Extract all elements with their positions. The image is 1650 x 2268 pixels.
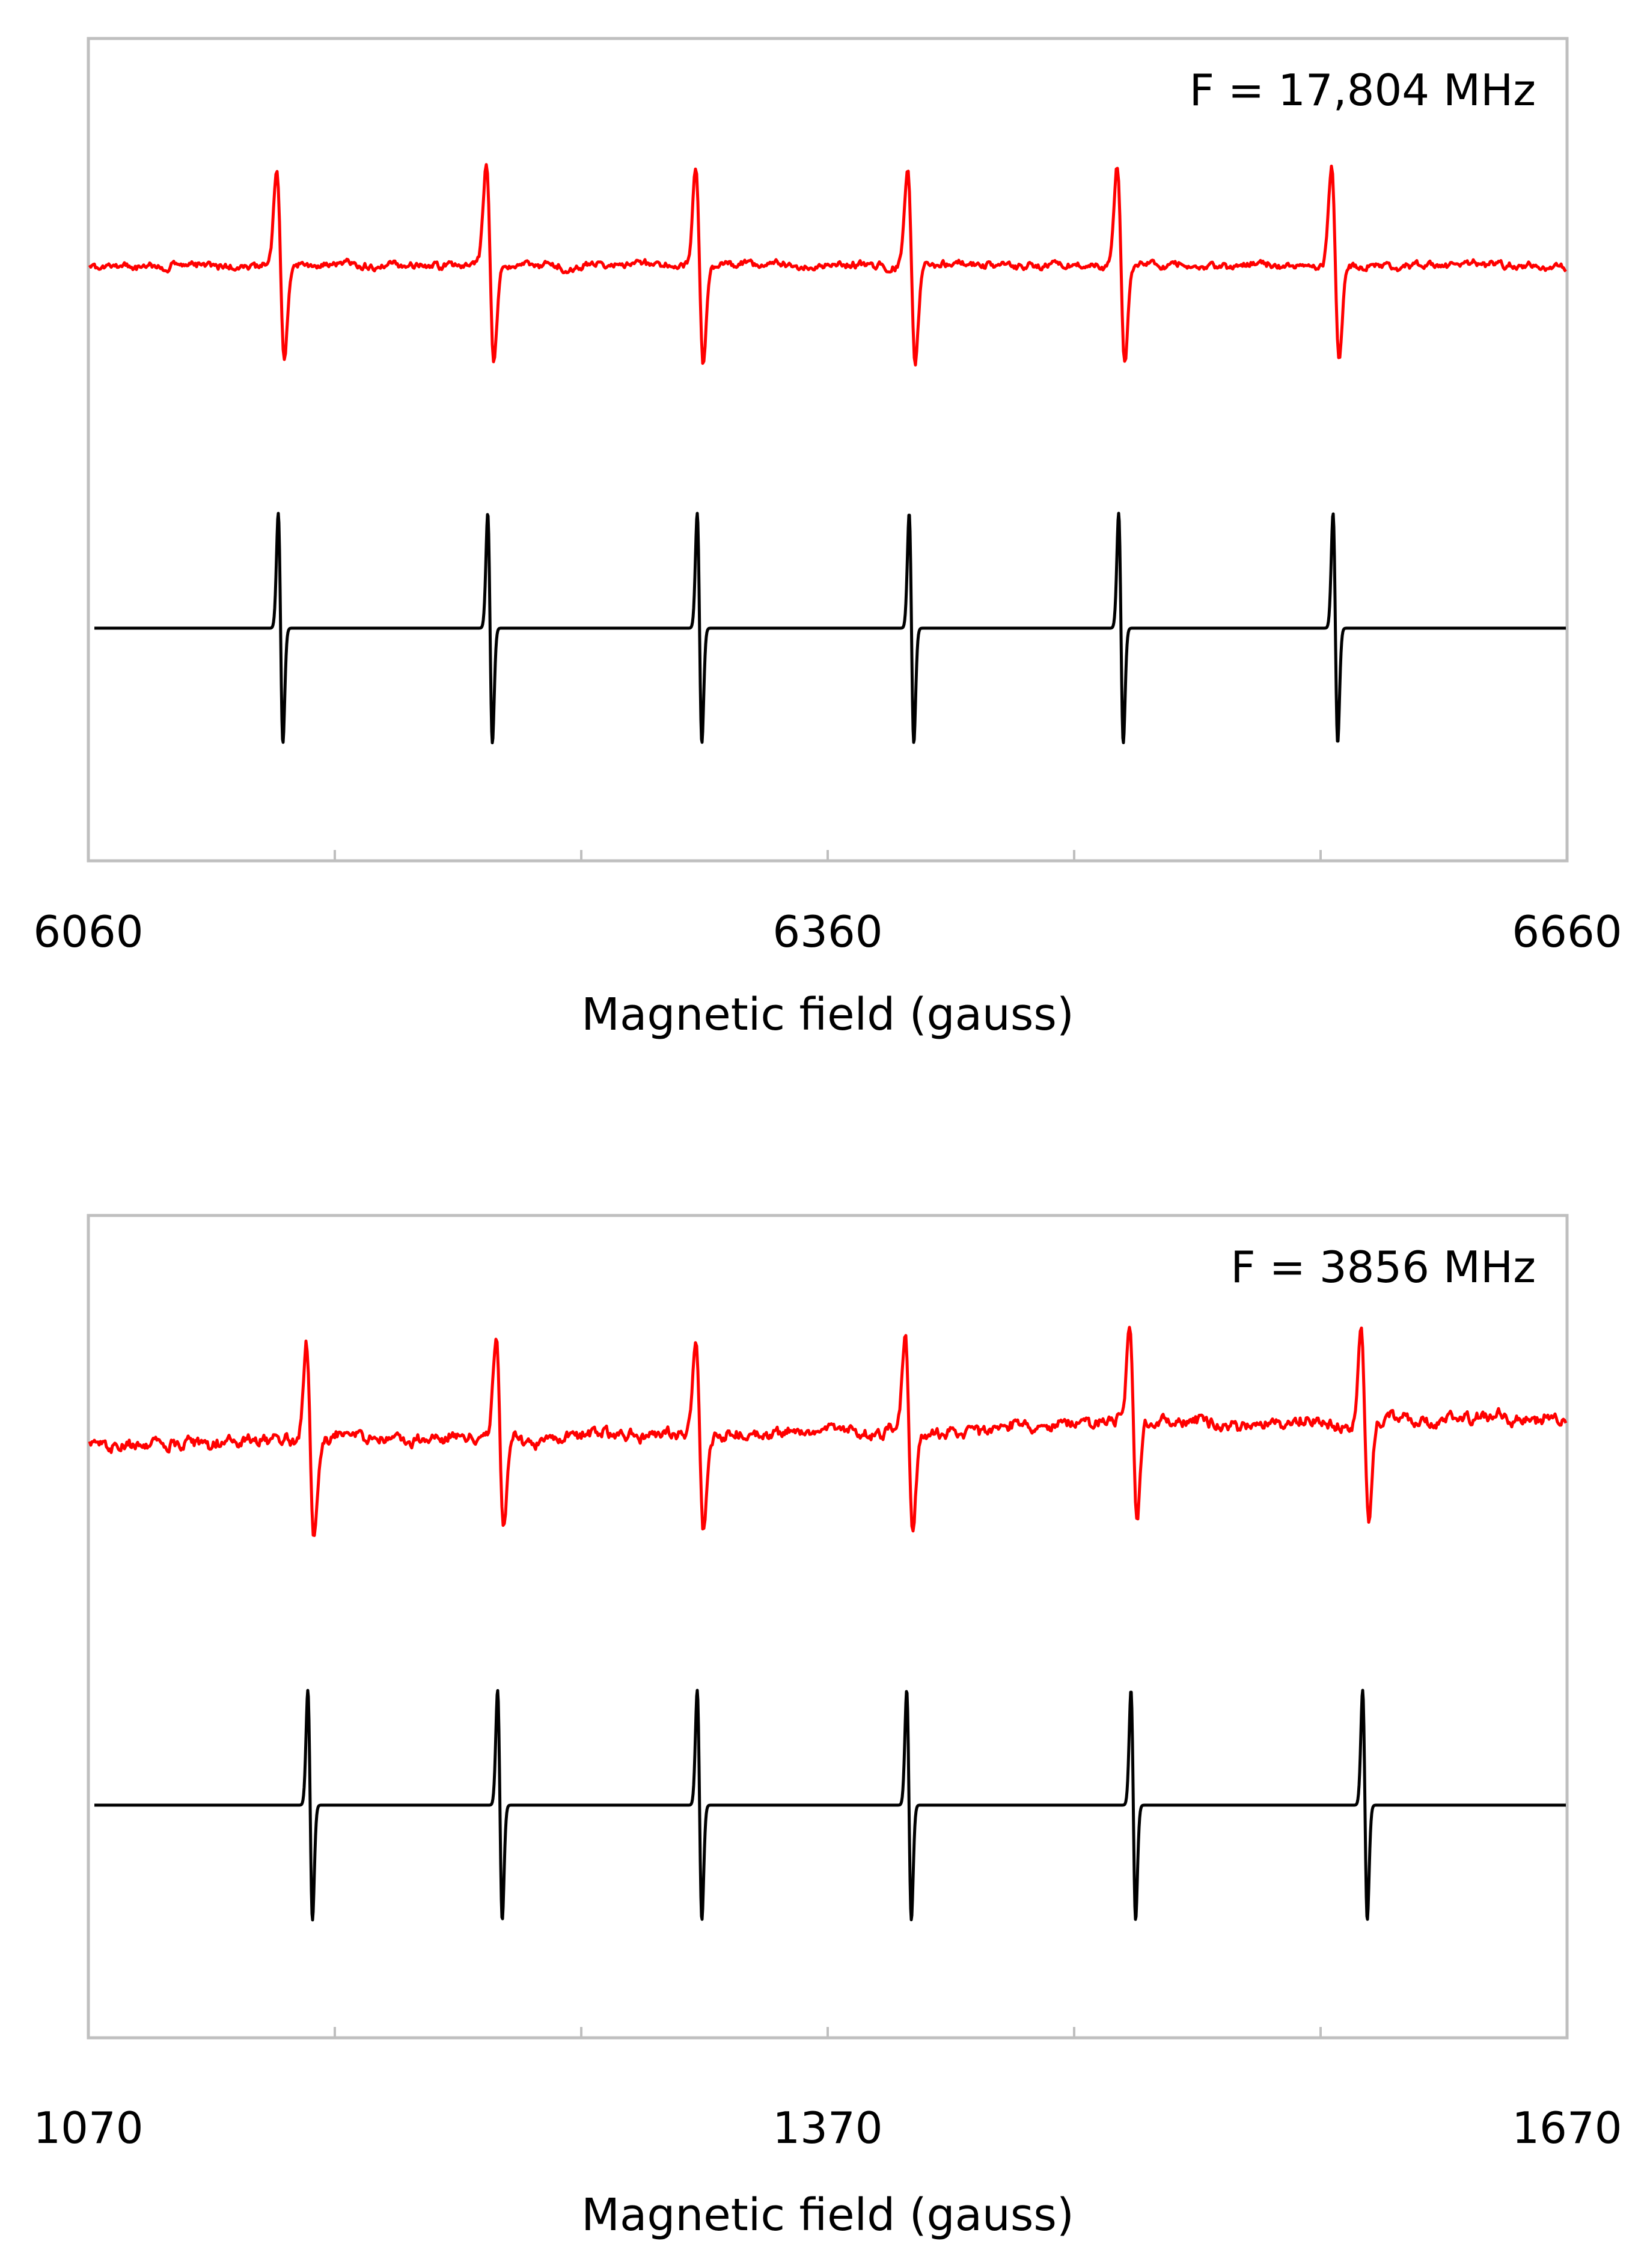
x-tick-label-6360: 6360	[772, 906, 882, 957]
x-axis-tick-labels: 6060 6360 6660	[33, 906, 1622, 957]
x-axis-ticks	[87, 2027, 1568, 2038]
x-tick-label-6060: 6060	[33, 906, 143, 957]
plot-frame	[87, 37, 1569, 863]
experimental-spectrum-line	[88, 163, 1567, 367]
plot-frame	[87, 1214, 1569, 2040]
x-tick-label-1370: 1370	[772, 2103, 882, 2153]
x-tick-label-1070: 1070	[33, 2103, 143, 2153]
frequency-annotation: F = 3856 MHz	[1230, 1242, 1536, 1292]
x-axis-label: Magnetic field (gauss)	[581, 989, 1074, 1041]
chart-panel-top: 6060 6360 6660 F = 17,804 MHz Magnetic fie…	[33, 37, 1622, 1041]
simulated-spectrum-line	[93, 512, 1567, 745]
simulated-spectrum-line	[93, 1689, 1567, 1922]
x-axis-ticks	[87, 850, 1568, 861]
x-axis-tick-labels: 1070 1370 1670	[33, 2103, 1622, 2153]
x-axis-label: Magnetic field (gauss)	[581, 2189, 1074, 2241]
x-tick-label-6660: 6660	[1512, 906, 1622, 957]
experimental-spectrum-line	[88, 1325, 1568, 1537]
x-tick-label-1670: 1670	[1512, 2103, 1622, 2153]
chart-panel-bottom: 1070 1370 1670 F = 3856 MHz Magnetic field…	[33, 1214, 1622, 2241]
frequency-annotation: F = 17,804 MHz	[1190, 65, 1536, 115]
